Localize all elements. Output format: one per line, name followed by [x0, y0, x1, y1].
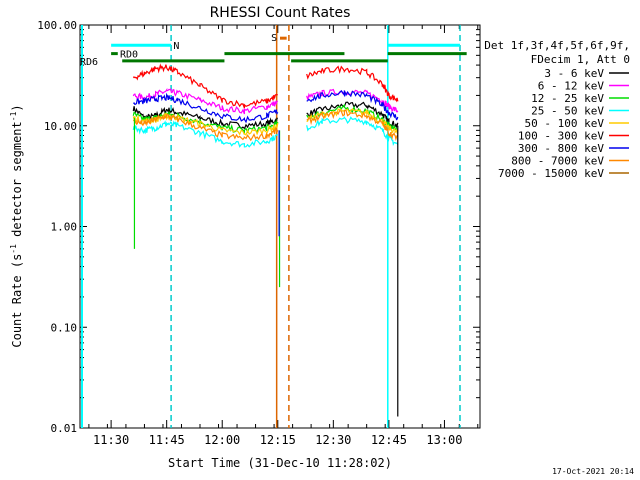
chart-title: RHESSI Count Rates: [210, 5, 351, 21]
x-axis-label: Start Time (31-Dec-10 11:28:02): [168, 456, 392, 470]
legend-entry-label: 6 - 12 keV: [538, 80, 605, 93]
y-axis-label-tail: detector segment: [10, 121, 24, 244]
legend-entry-label: 12 - 25 keV: [531, 92, 604, 105]
y-tick-label: 100.00: [37, 19, 77, 32]
x-tick-label: 12:00: [204, 433, 240, 447]
series-line: [306, 108, 399, 135]
series-line: [306, 115, 399, 146]
x-tick-label: 12:15: [260, 433, 296, 447]
x-tick-label: 12:30: [315, 433, 351, 447]
x-tick-label: 11:45: [149, 433, 185, 447]
flag-label: RD0: [120, 50, 138, 61]
series-line: [132, 92, 279, 124]
legend-entry-label: 100 - 300 keV: [518, 130, 604, 143]
series-line: [306, 89, 399, 121]
x-axis: 11:30 11:45 12:00 12:15 12:30 12:45 13:00: [88, 25, 479, 447]
y-tick-label: 1.00: [51, 221, 78, 234]
y-tick-label: 0.10: [51, 321, 78, 334]
data-series: [132, 63, 399, 417]
series-line: [306, 109, 398, 142]
series-line: [132, 113, 279, 142]
series-line: [132, 63, 278, 109]
legend-entry-label: 25 - 50 keV: [531, 105, 604, 118]
generation-timestamp: 17-Oct-2021 20:14: [552, 467, 634, 476]
legend-entry-label: 7000 - 15000 keV: [498, 167, 604, 180]
attenuator-markers: [81, 25, 461, 428]
series-line: [132, 87, 279, 115]
x-tick-label: 11:30: [93, 433, 129, 447]
y-tick-label: 10.00: [44, 120, 77, 133]
series-line: [132, 106, 278, 130]
x-tick-label: 12:45: [371, 433, 407, 447]
series-line: [306, 65, 399, 103]
y-axis-label-end: ): [10, 104, 24, 111]
legend-header-line-2: FDecim 1, Att 0: [531, 53, 630, 66]
legend-entry-label: 50 - 100 keV: [525, 117, 605, 130]
legend-entry-label: 3 - 6 keV: [544, 67, 604, 80]
series-line: [306, 88, 399, 113]
legend-entry-label: 800 - 7000 keV: [511, 155, 604, 168]
series-line: [132, 120, 278, 148]
legend: Det 1f,3f,4f,5f,6f,9f, FDecim 1, Att 0 3…: [484, 39, 630, 180]
flag-label: N: [173, 41, 179, 52]
flag-bars: N RD0 RD6 S: [80, 33, 467, 68]
y-axis: 0.01 0.10 1.00 10.00 100.00: [37, 19, 480, 435]
legend-entry-label: 300 - 800 keV: [518, 142, 604, 155]
y-tick-label: 0.01: [51, 422, 78, 435]
flag-label: S: [271, 33, 277, 44]
y-axis-label-sup: -1: [9, 244, 18, 254]
series-line: [306, 101, 399, 129]
y-axis-label-main: Count Rate (s: [10, 254, 24, 348]
flag-label: RD6: [80, 57, 98, 68]
y-axis-label-sup2: -1: [9, 111, 18, 121]
legend-header-line-1: Det 1f,3f,4f,5f,6f,9f,: [484, 39, 630, 52]
y-axis-label: Count Rate (s-1 detector segment-1): [9, 104, 24, 347]
x-tick-label: 13:00: [426, 433, 462, 447]
